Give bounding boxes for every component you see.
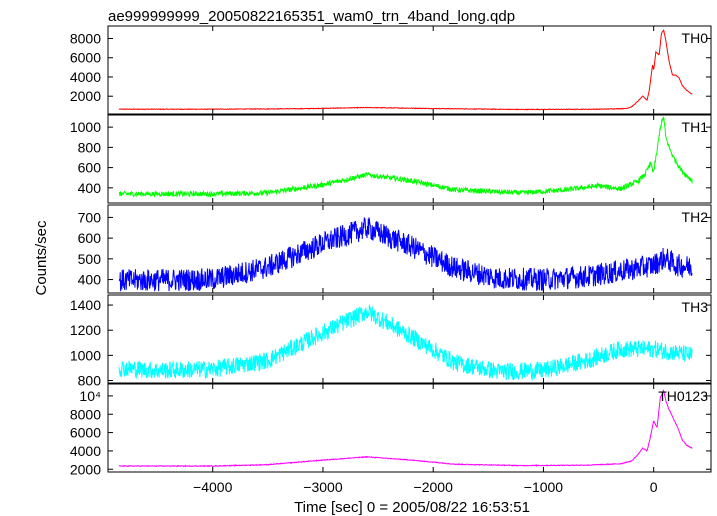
y-tick-label: 800 — [78, 139, 102, 155]
x-tick-label: −3000 — [303, 479, 343, 495]
y-tick-label: 500 — [78, 251, 102, 267]
y-tick-label: 2000 — [70, 88, 101, 104]
y-tick-label: 6000 — [70, 50, 101, 66]
y-tick-label: 800 — [78, 372, 102, 388]
panel-frame — [107, 383, 712, 473]
y-tick-label: 1000 — [70, 119, 101, 135]
panel-label: TH3 — [682, 299, 709, 315]
panel-frame — [107, 294, 712, 384]
panel-th0123: 2000 4000 6000 8000 10⁴ TH0123 — [70, 383, 712, 477]
y-tick-label: 400 — [78, 272, 102, 288]
panel-label: TH2 — [682, 209, 709, 225]
x-tick-label: −1000 — [524, 479, 564, 495]
x-axis-label: Time [sec] 0 = 2005/08/22 16:53:51 — [294, 499, 530, 516]
y-tick-label: 8000 — [70, 31, 101, 47]
y-axis-label: Counts/sec — [33, 220, 50, 296]
y-tick-label: 8000 — [70, 406, 101, 422]
panel-frame — [107, 204, 712, 294]
y-tick-label: 2000 — [70, 461, 101, 477]
panel-th1: 400 600 800 1000 TH1 — [70, 114, 712, 204]
y-tick-label: 1400 — [70, 297, 101, 313]
panel-frame — [107, 25, 712, 115]
series-line-th0 — [118, 29, 693, 111]
panel-th2: 400 500 600 700 TH2 — [78, 204, 712, 294]
y-tick-label: 1200 — [70, 322, 101, 338]
y-tick-label: 400 — [78, 180, 102, 196]
y-tick-label: 10⁴ — [79, 388, 101, 404]
y-tick-label: 1000 — [70, 347, 101, 363]
series-line-th2 — [118, 217, 693, 292]
x-tick-label: −2000 — [414, 479, 454, 495]
series-line-th3 — [118, 304, 693, 381]
y-tick-label: 4000 — [70, 69, 101, 85]
panel-th3: 800 1000 1200 1400 TH3 — [70, 294, 712, 388]
y-tick-label: 700 — [78, 209, 102, 225]
series-line-th1 — [118, 116, 693, 198]
y-tick-label: 600 — [78, 160, 102, 176]
panel-label: TH0123 — [658, 388, 708, 404]
series-line-th0123 — [118, 389, 693, 468]
y-tick-label: 600 — [78, 230, 102, 246]
x-tick-label: 0 — [650, 479, 658, 495]
panel-label: TH1 — [682, 119, 709, 135]
panel-label: TH0 — [682, 30, 709, 46]
panel-th0: 2000 4000 6000 8000 TH0 — [70, 25, 712, 115]
y-tick-label: 6000 — [70, 425, 101, 441]
chart-title: ae999999999_20050822165351_wam0_trn_4ban… — [108, 8, 515, 25]
y-tick-label: 4000 — [70, 443, 101, 459]
panel-frame — [107, 114, 712, 204]
x-tick-label: −4000 — [193, 479, 233, 495]
